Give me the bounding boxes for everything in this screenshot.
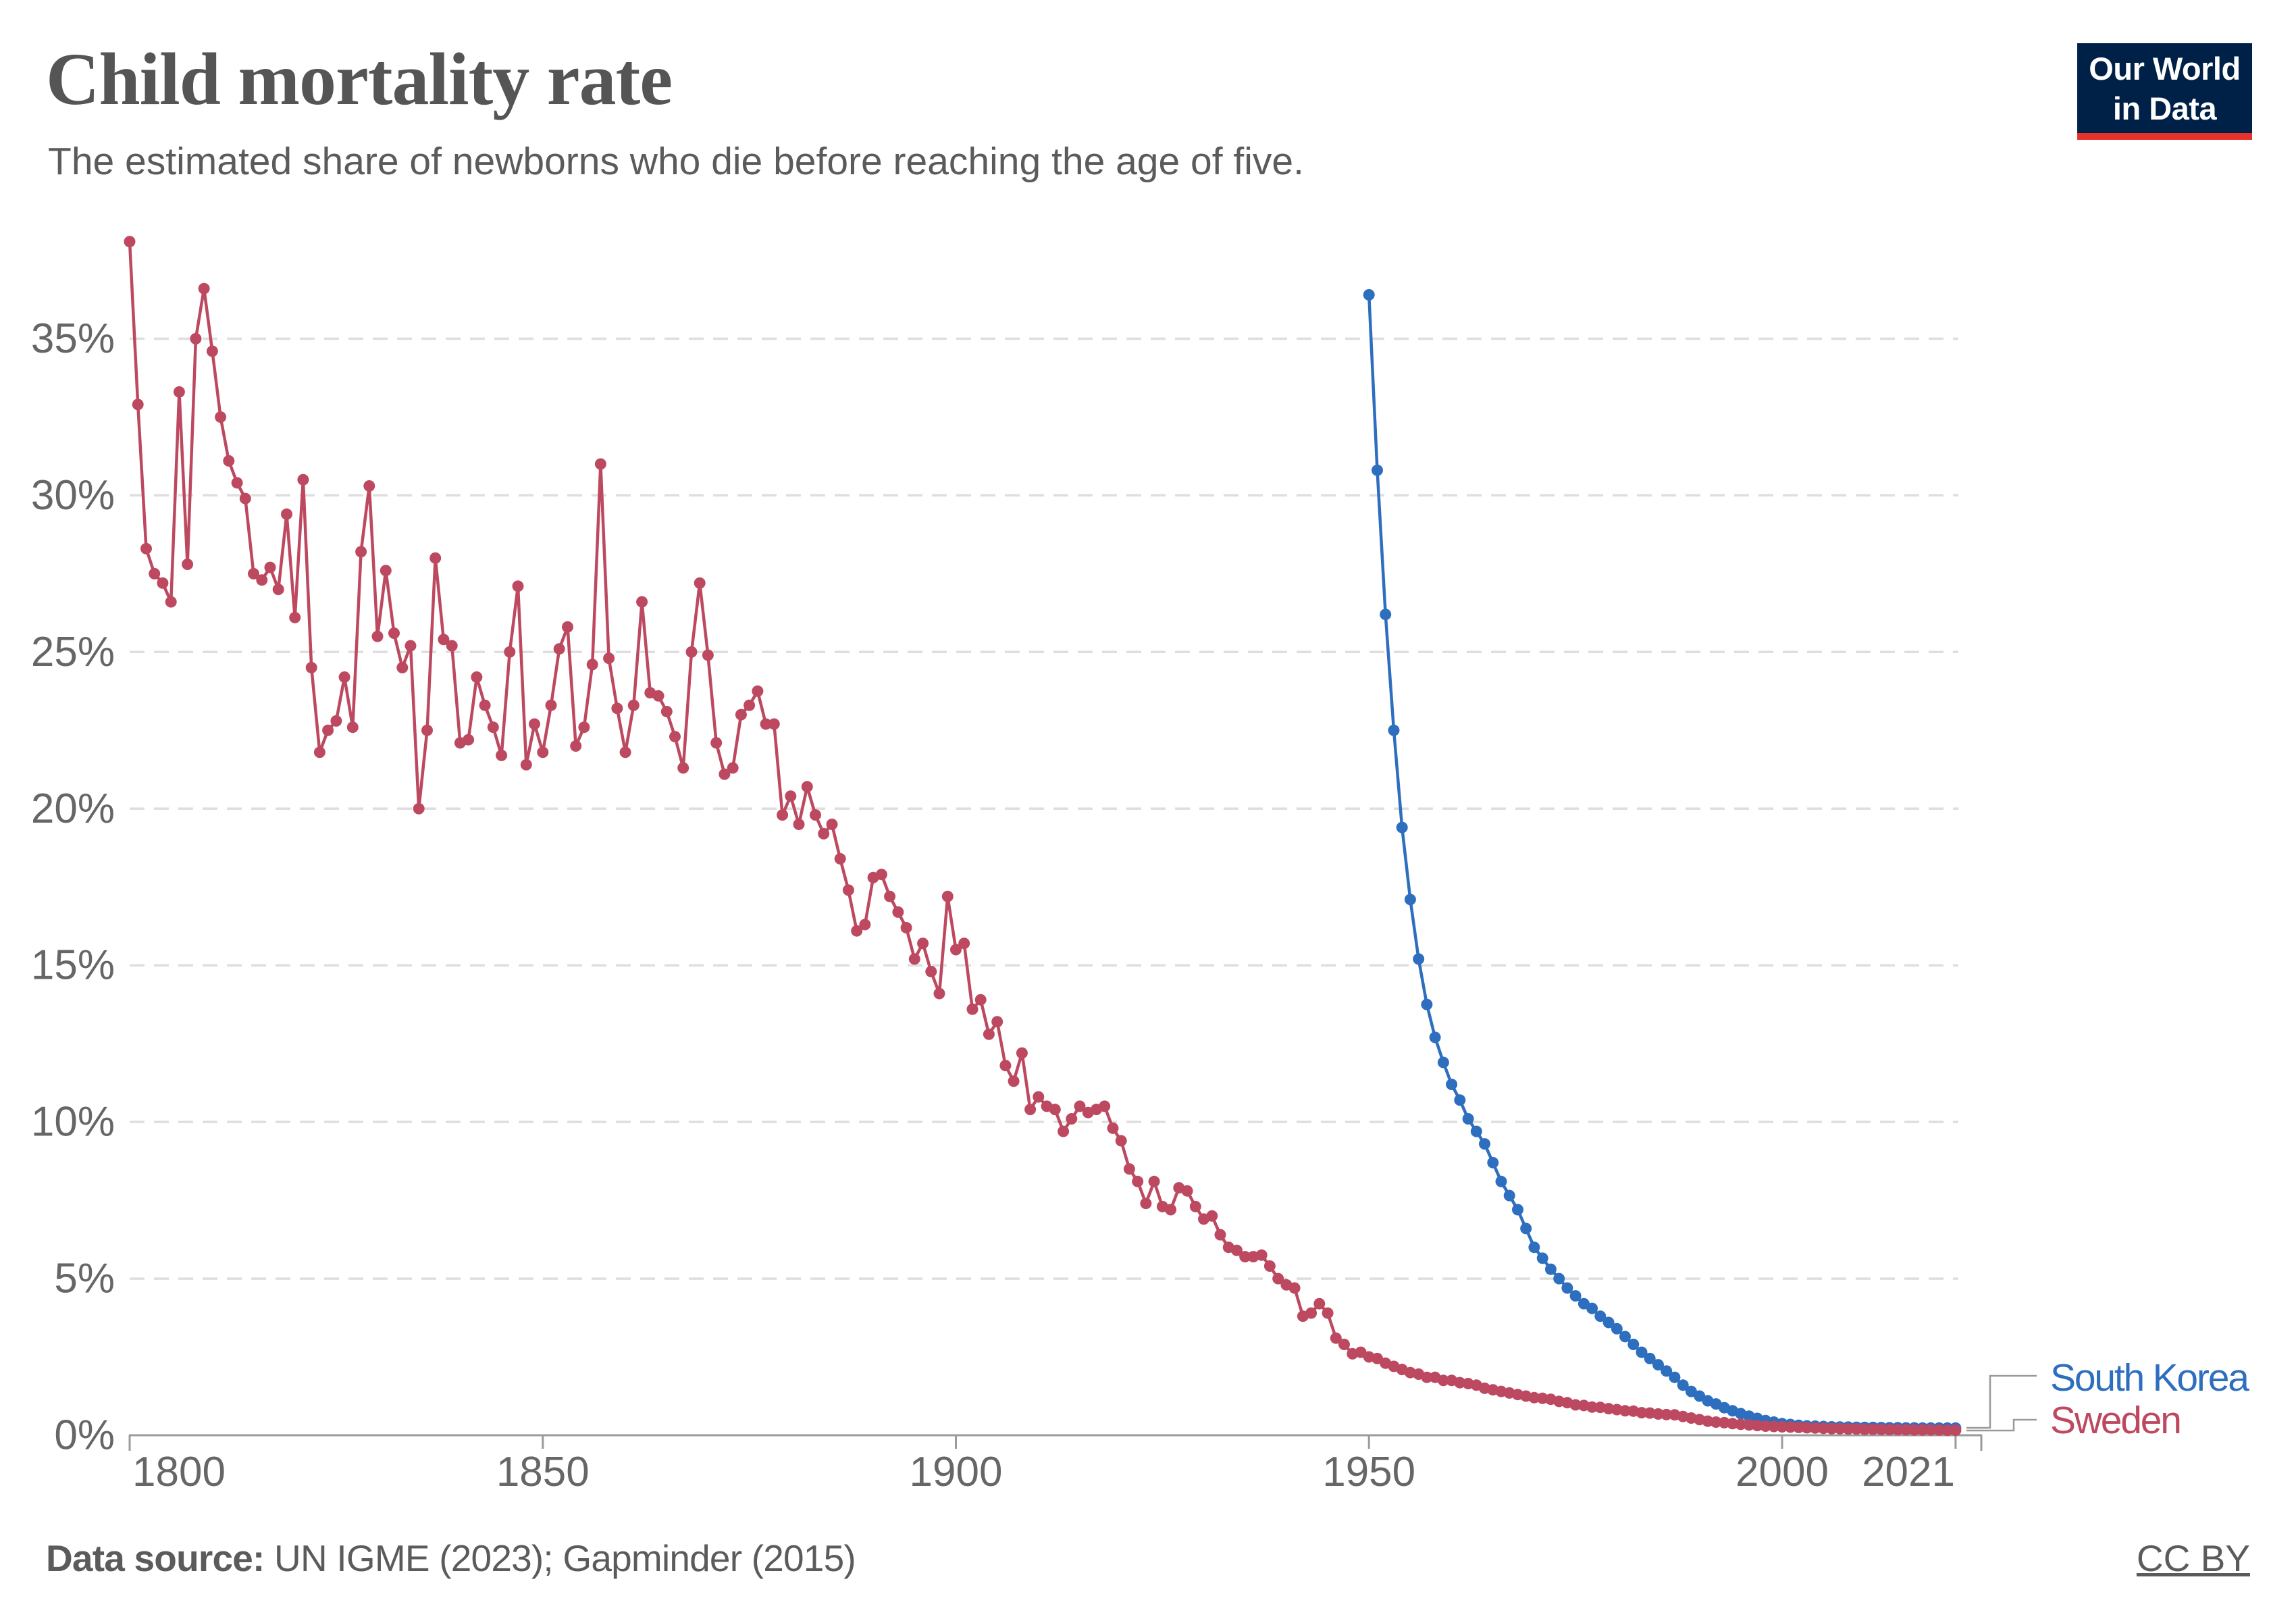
svg-text:1850: 1850 <box>496 1449 590 1495</box>
svg-text:5%: 5% <box>54 1256 115 1302</box>
svg-text:10%: 10% <box>31 1099 115 1146</box>
svg-text:20%: 20% <box>31 786 115 832</box>
svg-text:2000: 2000 <box>1736 1449 1829 1495</box>
svg-text:0%: 0% <box>54 1412 115 1459</box>
svg-text:South Korea: South Korea <box>2050 1356 2249 1399</box>
svg-text:30%: 30% <box>31 472 115 519</box>
svg-text:1800: 1800 <box>132 1449 226 1495</box>
svg-text:15%: 15% <box>31 942 115 989</box>
svg-text:1900: 1900 <box>910 1449 1003 1495</box>
svg-text:35%: 35% <box>31 315 115 362</box>
svg-text:25%: 25% <box>31 629 115 675</box>
svg-text:1950: 1950 <box>1322 1449 1415 1495</box>
svg-text:Sweden: Sweden <box>2050 1399 2181 1442</box>
svg-text:2021: 2021 <box>1862 1449 1955 1495</box>
